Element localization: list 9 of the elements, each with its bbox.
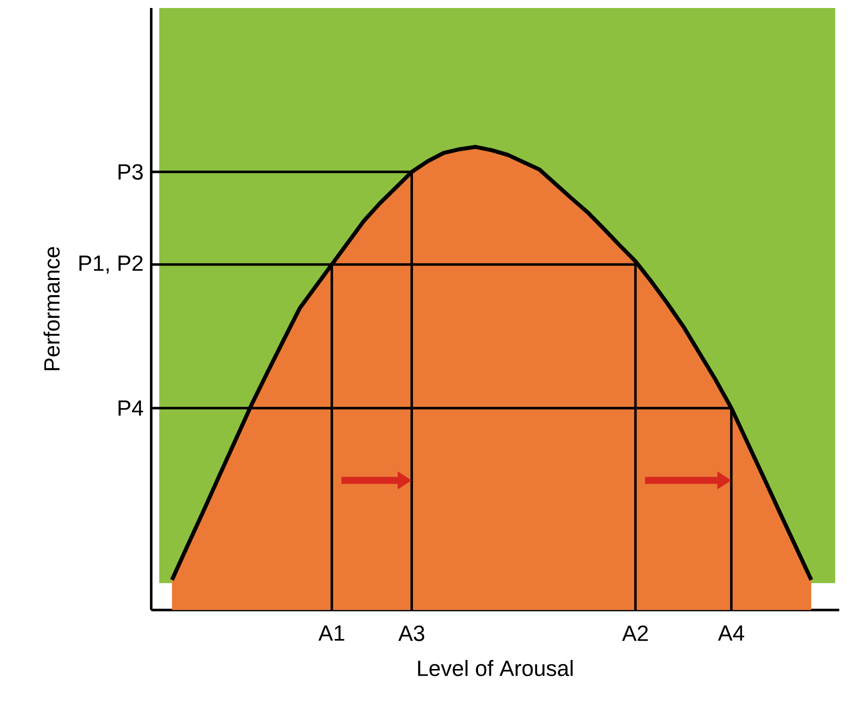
y-axis-title: Performance: [44, 247, 60, 370]
ref-line-label: P1, P2: [79, 255, 143, 274]
x-tick-label: A1: [318, 626, 344, 641]
x-axis-title: Level of Arousal: [418, 660, 573, 676]
x-tick-label: A3: [398, 626, 424, 642]
ref-line-label: P3: [118, 164, 143, 180]
x-tick-label: A2: [622, 626, 648, 641]
ref-line-label: P4: [118, 400, 144, 416]
x-tick-label: A4: [718, 626, 744, 641]
